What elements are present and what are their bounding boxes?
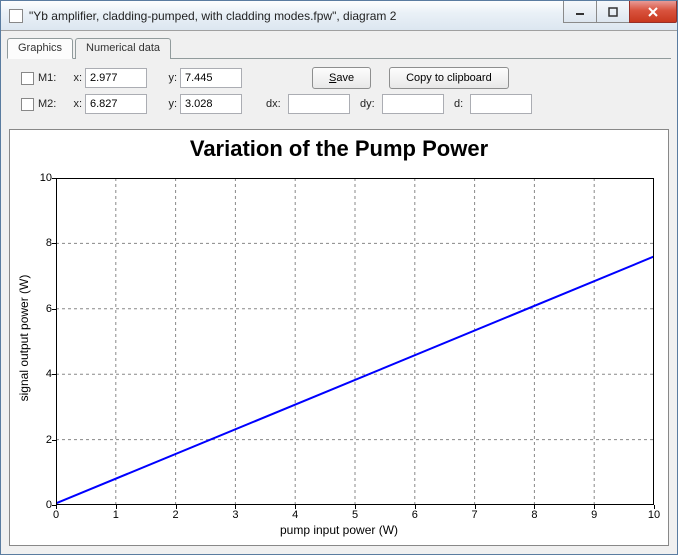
app-icon (9, 9, 23, 23)
copy-button[interactable]: Copy to clipboard (389, 67, 509, 89)
dy-field[interactable] (382, 94, 444, 114)
m2-x-field[interactable] (85, 94, 147, 114)
title-bar[interactable]: "Yb amplifier, cladding-pumped, with cla… (1, 1, 677, 31)
close-button[interactable] (629, 1, 677, 23)
y-ticks: 0246810 (28, 178, 52, 505)
m1-y-label: y: (159, 72, 177, 84)
m2-y-field[interactable] (180, 94, 242, 114)
minimize-button[interactable] (563, 1, 597, 23)
x-ticks: 012345678910 (56, 509, 654, 523)
m2-x-label: x: (64, 98, 82, 110)
m1-label: M1: (38, 72, 64, 84)
x-axis-label: pump input power (W) (10, 523, 668, 537)
m2-y-label: y: (159, 98, 177, 110)
save-button[interactable]: Save (312, 67, 371, 89)
m2-checkbox[interactable] (21, 98, 34, 111)
d-field[interactable] (470, 94, 532, 114)
plot-area: 0246810 012345678910 (56, 178, 654, 505)
chart-title: Variation of the Pump Power (10, 130, 668, 164)
chart-area: Variation of the Pump Power signal outpu… (9, 129, 669, 546)
m2-label: M2: (38, 98, 64, 110)
m1-x-label: x: (64, 72, 82, 84)
dx-field[interactable] (288, 94, 350, 114)
tab-graphics[interactable]: Graphics (7, 38, 73, 59)
m1-row: M1: x: y: Save Copy to clipboard (11, 67, 667, 89)
tab-bar: Graphics Numerical data (7, 37, 671, 59)
m1-checkbox[interactable] (21, 72, 34, 85)
window-controls (564, 1, 677, 23)
window-title: "Yb amplifier, cladding-pumped, with cla… (29, 9, 396, 23)
maximize-button[interactable] (596, 1, 630, 23)
m1-y-field[interactable] (180, 68, 242, 88)
m2-row: M2: x: y: dx: dy: d: (11, 93, 667, 115)
dy-label: dy: (360, 98, 382, 110)
m1-x-field[interactable] (85, 68, 147, 88)
tab-numerical[interactable]: Numerical data (75, 38, 171, 59)
controls-panel: M1: x: y: Save Copy to clipboard M2: x: … (1, 59, 677, 125)
plot-border (56, 178, 654, 505)
d-label: d: (454, 98, 470, 110)
dx-label: dx: (266, 98, 288, 110)
app-window: "Yb amplifier, cladding-pumped, with cla… (0, 0, 678, 555)
